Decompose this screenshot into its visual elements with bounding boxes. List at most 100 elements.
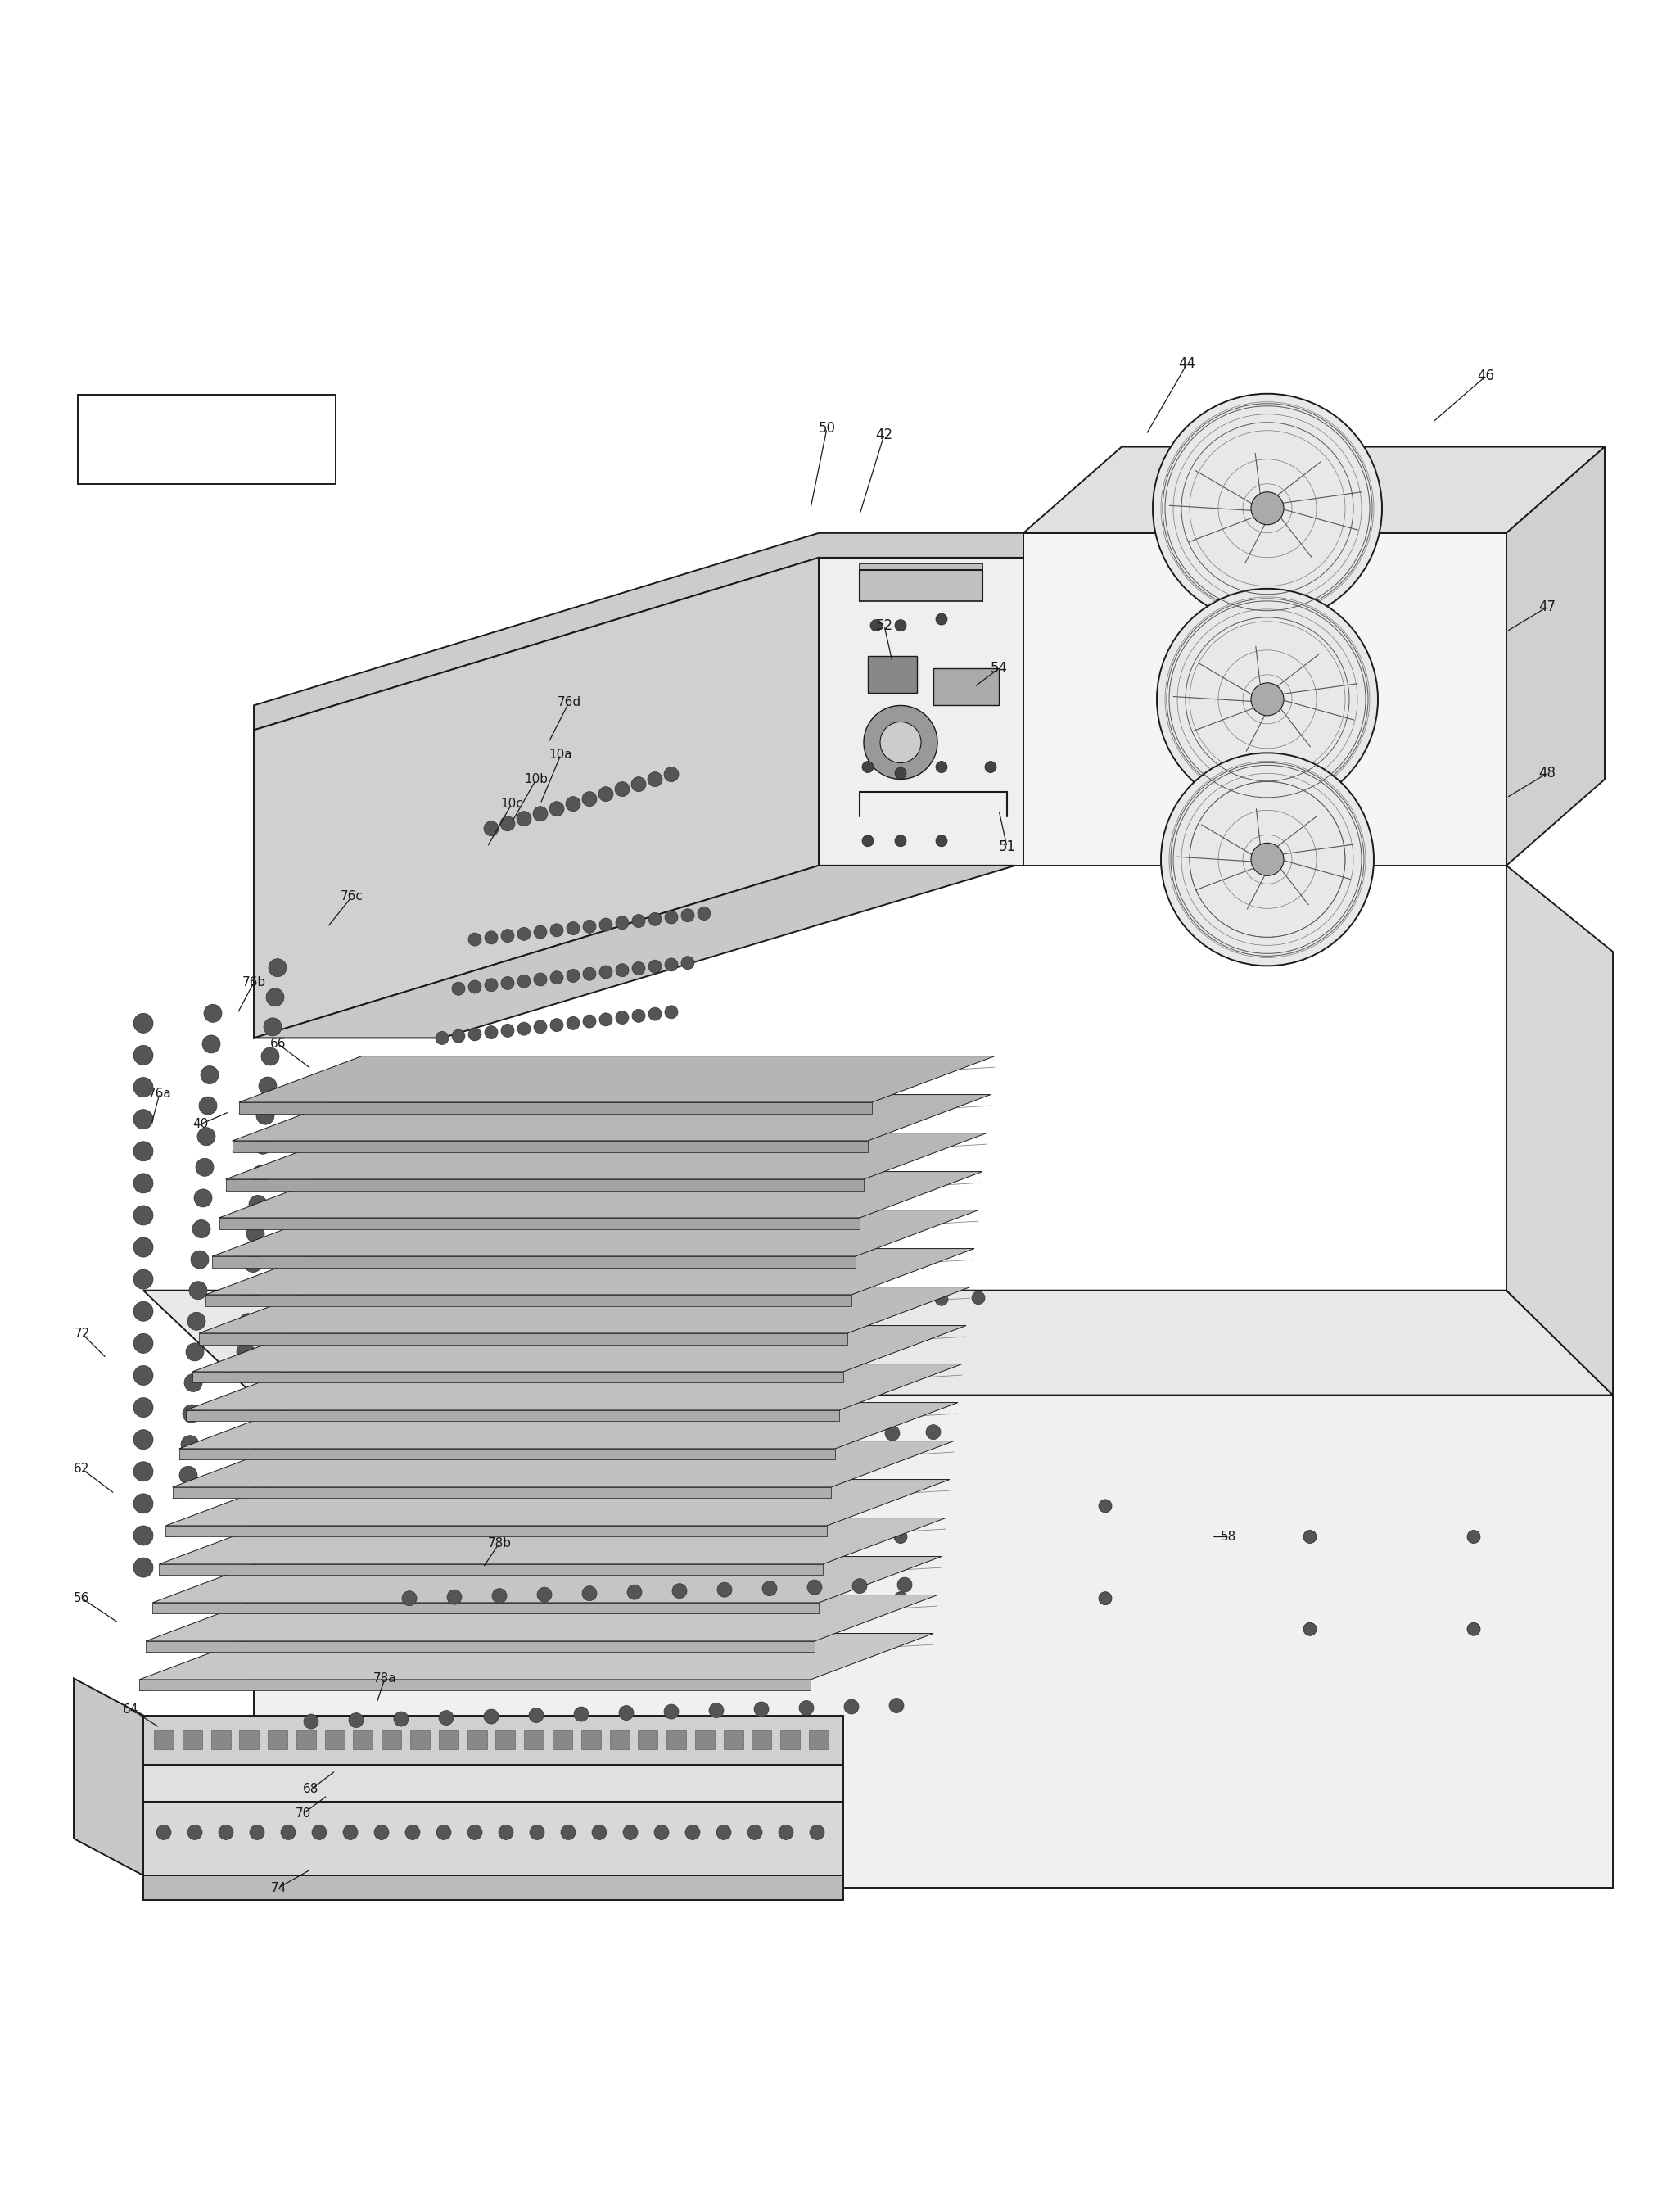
Ellipse shape: [560, 1825, 575, 1840]
Text: 10b: 10b: [524, 774, 548, 785]
Ellipse shape: [261, 1048, 279, 1066]
Polygon shape: [183, 1730, 203, 1750]
Polygon shape: [254, 865, 1015, 1037]
Ellipse shape: [936, 836, 947, 847]
Ellipse shape: [133, 1301, 153, 1321]
Polygon shape: [723, 1730, 743, 1750]
Ellipse shape: [1303, 1624, 1316, 1635]
Polygon shape: [160, 1517, 946, 1564]
Ellipse shape: [648, 914, 661, 925]
Ellipse shape: [406, 1825, 420, 1840]
Polygon shape: [166, 1526, 826, 1537]
Ellipse shape: [133, 1429, 153, 1449]
Ellipse shape: [517, 812, 532, 825]
Text: 64: 64: [123, 1703, 140, 1714]
Polygon shape: [173, 1486, 831, 1498]
Ellipse shape: [1250, 491, 1283, 524]
Ellipse shape: [439, 1710, 454, 1725]
Ellipse shape: [627, 1584, 642, 1599]
Text: 74: 74: [271, 1882, 286, 1893]
Ellipse shape: [249, 1825, 264, 1840]
Polygon shape: [186, 1365, 962, 1411]
Polygon shape: [1022, 447, 1604, 533]
Polygon shape: [179, 1449, 834, 1460]
Text: 76d: 76d: [557, 697, 580, 708]
Ellipse shape: [550, 925, 563, 936]
Ellipse shape: [133, 1334, 153, 1354]
Text: 76c: 76c: [341, 889, 364, 902]
Ellipse shape: [582, 792, 597, 807]
Polygon shape: [382, 1730, 401, 1750]
Ellipse shape: [632, 962, 645, 975]
Polygon shape: [226, 1179, 863, 1190]
Ellipse shape: [897, 1294, 911, 1307]
Ellipse shape: [188, 1825, 203, 1840]
Ellipse shape: [259, 1077, 276, 1095]
Ellipse shape: [484, 978, 497, 991]
Ellipse shape: [897, 1577, 911, 1593]
Ellipse shape: [1152, 394, 1381, 624]
Ellipse shape: [1466, 1624, 1479, 1635]
Polygon shape: [818, 557, 1506, 865]
Ellipse shape: [799, 1701, 813, 1714]
Ellipse shape: [534, 973, 547, 987]
Ellipse shape: [583, 967, 595, 980]
Ellipse shape: [196, 1159, 214, 1177]
Text: 76b: 76b: [241, 975, 266, 989]
Ellipse shape: [484, 1026, 497, 1040]
Ellipse shape: [861, 761, 873, 772]
Polygon shape: [78, 394, 336, 484]
Ellipse shape: [529, 1708, 543, 1723]
Text: 50: 50: [818, 420, 834, 436]
Ellipse shape: [435, 1825, 450, 1840]
Polygon shape: [467, 1730, 487, 1750]
Polygon shape: [166, 1480, 949, 1526]
Polygon shape: [146, 1595, 937, 1641]
Polygon shape: [140, 1679, 809, 1690]
Ellipse shape: [550, 971, 563, 984]
Ellipse shape: [402, 1590, 417, 1606]
Polygon shape: [254, 1396, 1612, 1887]
Ellipse shape: [469, 1029, 482, 1042]
Ellipse shape: [894, 1531, 907, 1544]
Polygon shape: [213, 1210, 977, 1256]
Ellipse shape: [681, 956, 695, 969]
Ellipse shape: [133, 1365, 153, 1385]
Ellipse shape: [469, 933, 482, 947]
Ellipse shape: [133, 1270, 153, 1290]
Ellipse shape: [133, 1493, 153, 1513]
Polygon shape: [193, 1325, 966, 1371]
Ellipse shape: [582, 1586, 597, 1601]
Ellipse shape: [517, 1022, 530, 1035]
Ellipse shape: [665, 1006, 678, 1020]
Ellipse shape: [199, 1097, 216, 1115]
Ellipse shape: [598, 964, 612, 978]
Ellipse shape: [663, 1703, 678, 1719]
Ellipse shape: [889, 1699, 904, 1712]
Ellipse shape: [133, 1110, 153, 1128]
Ellipse shape: [618, 1705, 633, 1721]
Polygon shape: [254, 557, 818, 1037]
Ellipse shape: [183, 1405, 201, 1422]
Ellipse shape: [632, 776, 645, 792]
Text: 42: 42: [876, 427, 892, 442]
Ellipse shape: [753, 1701, 768, 1717]
Ellipse shape: [133, 1237, 153, 1256]
Text: 78c: 78c: [602, 1396, 625, 1407]
Ellipse shape: [567, 1018, 580, 1031]
Polygon shape: [140, 1632, 932, 1679]
Polygon shape: [932, 668, 999, 706]
Ellipse shape: [676, 1301, 690, 1314]
Ellipse shape: [809, 1825, 824, 1840]
Ellipse shape: [1303, 1531, 1316, 1544]
Ellipse shape: [640, 1303, 653, 1316]
Polygon shape: [239, 1102, 871, 1113]
Polygon shape: [524, 1730, 543, 1750]
Ellipse shape: [894, 1593, 907, 1606]
Polygon shape: [211, 1730, 231, 1750]
Ellipse shape: [452, 1029, 465, 1042]
Ellipse shape: [565, 796, 580, 812]
Text: 10c: 10c: [500, 799, 524, 810]
Text: 58: 58: [1220, 1531, 1235, 1544]
Polygon shape: [1506, 447, 1604, 865]
